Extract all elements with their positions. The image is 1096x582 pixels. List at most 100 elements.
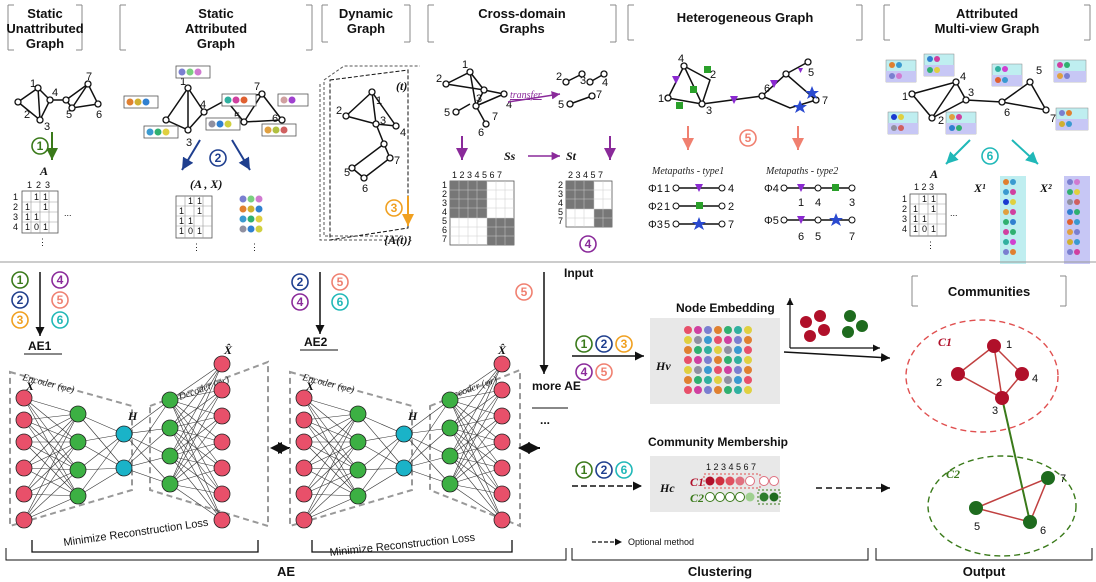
svg-text:6: 6 <box>987 149 994 163</box>
node-label: 6 <box>764 83 770 95</box>
circled-number-4: 4 <box>579 235 597 253</box>
ae-neuron <box>441 419 459 437</box>
ae-edge <box>169 427 223 469</box>
ae-neuron <box>161 419 179 437</box>
svg-text:2: 2 <box>728 201 734 213</box>
node-label: 7 <box>86 71 92 83</box>
ae-edge <box>449 363 503 401</box>
header-static-attributed: Static Attributed Graph <box>119 4 313 51</box>
ae-edge <box>449 363 503 485</box>
ae-edge <box>449 363 503 429</box>
node-label: 3 <box>44 121 50 133</box>
header-heterogeneous: Heterogeneous Graph <box>627 4 863 41</box>
svg-text:5: 5 <box>664 219 670 231</box>
ae-edge <box>169 483 223 521</box>
membership-panel: Hc 1 2 3 4 5 6 7 C1 C2 <box>650 456 781 512</box>
ae-edge <box>403 399 451 435</box>
svg-text:5: 5 <box>442 216 447 226</box>
ae-neuron <box>213 459 231 477</box>
embedding-cell <box>704 326 712 334</box>
symbol-X2: X² <box>1039 181 1052 195</box>
svg-text:1: 1 <box>902 194 907 204</box>
svg-text:2: 2 <box>36 180 41 190</box>
ae-neuron <box>69 433 87 451</box>
svg-text:1: 1 <box>913 204 918 214</box>
svg-text:1: 1 <box>581 463 588 477</box>
node-label: 3 <box>968 87 974 99</box>
ae-edge <box>449 399 503 469</box>
autoencoder-2: Encoder (φe) Decoder (φr) X H X̂ Minimiz… <box>289 343 521 559</box>
embedding-cell <box>734 376 742 384</box>
input-label: Input <box>564 266 593 280</box>
output-Xhat: X̂ <box>223 343 233 357</box>
svg-text:3: 3 <box>902 214 907 224</box>
ae-edge <box>77 441 125 469</box>
ae-neuron <box>69 405 87 423</box>
symbol-X1: X¹ <box>973 181 986 195</box>
input-X: X <box>305 379 315 393</box>
node-label: 5 <box>66 109 72 121</box>
ae-edge <box>169 399 223 521</box>
embedding-cell <box>734 386 742 394</box>
svg-text:5: 5 <box>337 275 344 289</box>
ae-edge <box>77 433 125 471</box>
embedding-cell <box>714 336 722 344</box>
ae-edge <box>23 467 79 471</box>
ae-edge <box>23 441 79 521</box>
multiview-graph <box>911 80 1048 119</box>
embedding-cell <box>734 356 742 364</box>
ae-neuron <box>15 411 33 429</box>
node-label: 6 <box>1004 107 1010 119</box>
ae-edge <box>303 419 359 471</box>
ae-neuron <box>295 389 313 407</box>
svg-text:1: 1 <box>931 204 936 214</box>
ae-edge <box>169 415 223 457</box>
node-label: 2 <box>936 377 942 389</box>
node-embedding-panel: Hv <box>650 318 780 404</box>
ae-edge <box>169 427 223 495</box>
svg-text:1: 1 <box>664 183 670 195</box>
node-label: 7 <box>394 155 400 167</box>
embedding-cell <box>744 356 752 364</box>
header-static-unattributed: Static Unattributed Graph <box>6 4 84 51</box>
embedding-cell <box>684 366 692 374</box>
community-C2: C2 <box>927 455 1077 557</box>
ae-neuron <box>69 461 87 479</box>
svg-text:6: 6 <box>798 231 804 243</box>
node-label: 5 <box>974 521 980 533</box>
embedding-cell <box>694 346 702 354</box>
svg-text:6: 6 <box>442 225 447 235</box>
ae-edge <box>403 427 451 469</box>
footer-clustering: Clustering <box>688 564 752 579</box>
ae-edge <box>303 469 359 495</box>
node-label: 7 <box>1060 473 1066 485</box>
ae-edge <box>23 413 79 443</box>
embedding-cell <box>704 366 712 374</box>
svg-text:4: 4 <box>902 224 907 234</box>
node-label: 2 <box>556 71 562 83</box>
ae-edge <box>169 441 223 457</box>
ae-neuron <box>395 425 413 443</box>
svg-text:6: 6 <box>57 313 64 327</box>
header-multiview: Attributed Multi-view Graph <box>883 4 1091 41</box>
svg-text:1: 1 <box>17 273 24 287</box>
svg-text:Φ2: Φ2 <box>648 201 663 213</box>
ae-neuron <box>349 405 367 423</box>
ae-neuron <box>441 475 459 493</box>
embedding-cell <box>714 366 722 374</box>
header-line: Attributed <box>956 6 1018 21</box>
svg-text:3: 3 <box>45 180 50 190</box>
svg-text:1: 1 <box>25 202 30 212</box>
svg-text:3: 3 <box>391 201 398 215</box>
ae-neuron <box>115 425 133 443</box>
ae-neuron <box>15 511 33 529</box>
svg-text:1: 1 <box>197 206 202 216</box>
node-label: 7 <box>822 95 828 107</box>
node-label: 4 <box>678 53 684 65</box>
ae-edge <box>303 413 359 495</box>
svg-text:1: 1 <box>922 194 927 204</box>
graph-nodes <box>908 78 1050 122</box>
node-label: 3 <box>992 405 998 417</box>
graph-nodes <box>342 88 400 182</box>
